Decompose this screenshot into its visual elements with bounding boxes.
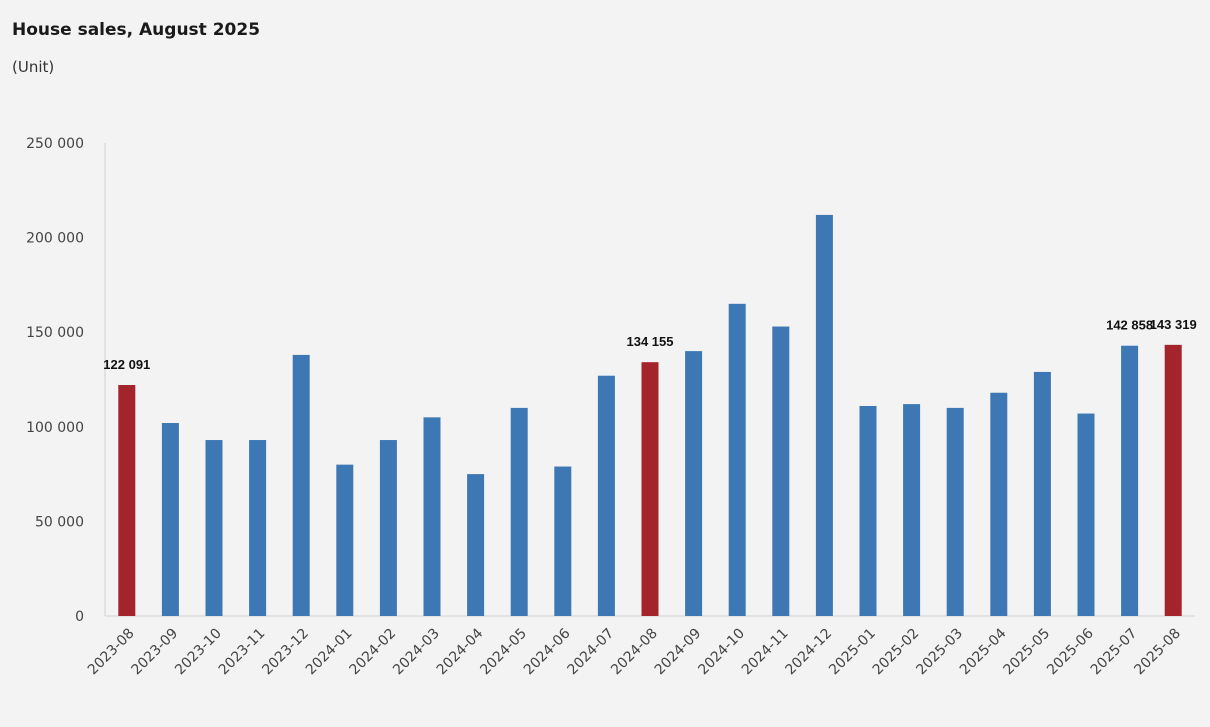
bar-2023-08	[118, 385, 136, 616]
x-tick-label: 2023-11	[216, 626, 269, 679]
y-tick-label: 0	[75, 609, 84, 625]
y-tick-label: 100 000	[26, 420, 84, 436]
bar-2025-03	[946, 407, 964, 616]
x-tick-label: 2023-09	[129, 626, 182, 679]
x-tick-label: 2024-08	[608, 626, 661, 679]
x-tick-label: 2024-01	[303, 626, 356, 679]
x-tick-label: 2024-02	[347, 626, 400, 679]
bar-2025-06	[1077, 413, 1095, 616]
bar-2025-08	[1164, 344, 1182, 616]
y-tick-label: 250 000	[26, 136, 84, 152]
bar-2024-04	[467, 474, 485, 616]
bar-2024-01	[336, 464, 354, 616]
x-tick-label: 2025-06	[1044, 625, 1097, 678]
x-tick-label: 2023-08	[85, 626, 138, 679]
data-label-2023-08: 122 091	[103, 357, 150, 372]
bar-2025-01	[859, 405, 877, 616]
bar-2024-06	[554, 466, 572, 616]
bar-2024-08	[641, 362, 659, 616]
bar-2025-05	[1033, 371, 1051, 616]
x-tick-label: 2024-10	[695, 626, 748, 679]
x-tick-label: 2024-04	[434, 625, 487, 678]
x-tick-label: 2025-05	[1001, 626, 1054, 679]
x-tick-label: 2024-09	[652, 626, 705, 679]
x-tick-label: 2023-10	[172, 626, 225, 679]
x-tick-label: 2025-04	[957, 625, 1010, 678]
x-tick-label: 2024-06	[521, 625, 574, 678]
bar-2023-09	[161, 423, 179, 616]
bar-2024-11	[772, 326, 790, 616]
bar-2023-12	[292, 354, 310, 616]
bar-2025-07	[1121, 345, 1139, 616]
x-tick-label: 2025-08	[1131, 626, 1184, 679]
bar-2025-04	[990, 392, 1008, 616]
bar-2024-03	[423, 417, 441, 616]
data-label-2025-08: 143 319	[1150, 317, 1197, 332]
x-tick-label: 2025-01	[826, 626, 879, 679]
y-tick-label: 150 000	[26, 325, 84, 341]
data-label-2025-07: 142 858	[1106, 318, 1153, 333]
bar-2024-07	[597, 375, 615, 616]
x-tick-label: 2024-07	[565, 626, 618, 679]
chart-unit-label: (Unit)	[12, 58, 55, 76]
x-tick-label: 2024-12	[783, 626, 836, 679]
y-tick-label: 200 000	[26, 231, 84, 247]
bar-2024-02	[379, 440, 397, 616]
bar-2025-02	[903, 404, 921, 616]
bar-2024-10	[728, 303, 746, 616]
x-tick-label: 2025-03	[913, 626, 966, 679]
x-tick-label: 2025-02	[870, 626, 923, 679]
data-label-2024-08: 134 155	[627, 334, 674, 349]
x-tick-label: 2025-07	[1088, 626, 1141, 679]
x-tick-label: 2024-03	[390, 626, 443, 679]
bar-2024-12	[815, 214, 833, 616]
x-tick-label: 2024-05	[477, 626, 530, 679]
y-tick-label: 50 000	[35, 514, 84, 530]
bar-2023-11	[249, 440, 267, 616]
bar-2024-09	[685, 351, 703, 616]
bar-2024-05	[510, 407, 528, 616]
x-tick-label: 2023-12	[259, 626, 312, 679]
bar-2023-10	[205, 440, 223, 616]
x-tick-label: 2024-11	[739, 626, 792, 679]
chart-title: House sales, August 2025	[12, 20, 261, 40]
